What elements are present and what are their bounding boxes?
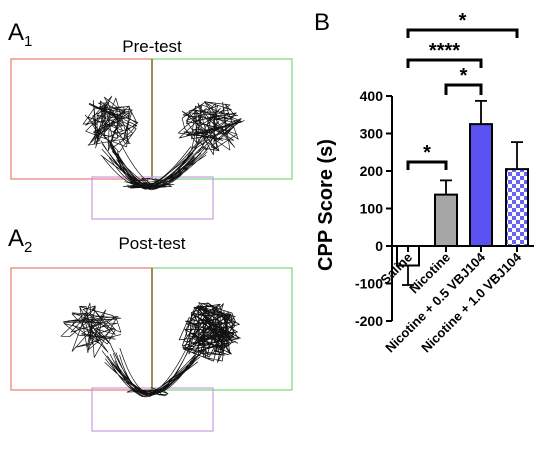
track-path bbox=[60, 302, 122, 358]
significance-label: **** bbox=[429, 40, 460, 62]
y-tick-label: 0 bbox=[375, 238, 383, 254]
significance-label: * bbox=[459, 10, 467, 32]
y-axis-title: CPP Score (s) bbox=[315, 139, 337, 271]
track-path bbox=[123, 177, 175, 189]
y-tick-label: 400 bbox=[360, 88, 384, 104]
track-path bbox=[126, 387, 169, 397]
track-path bbox=[82, 95, 139, 153]
panel-b: B CPP Score (s) -200-1000100200300400Sal… bbox=[314, 9, 534, 355]
y-tick-label: 200 bbox=[360, 163, 384, 179]
bar bbox=[505, 168, 529, 247]
a1-movement-track bbox=[82, 95, 245, 191]
panel-a1: A1 Pre-test bbox=[8, 19, 293, 220]
y-tick-label: 300 bbox=[360, 126, 384, 142]
a1-center-chamber bbox=[91, 176, 214, 220]
significance-bracket bbox=[406, 28, 519, 38]
panel-a1-letter: A1 bbox=[8, 19, 32, 50]
significance-bracket bbox=[444, 83, 483, 95]
a2-movement-track bbox=[60, 302, 241, 398]
significance-label: * bbox=[423, 142, 431, 164]
bar bbox=[469, 123, 493, 247]
bar bbox=[434, 193, 458, 247]
panel-a2-title: Post-test bbox=[118, 234, 185, 253]
bar-chart: -200-1000100200300400SalineNicotineNicot… bbox=[355, 10, 534, 355]
panel-a2: A2 Post-test bbox=[8, 225, 293, 432]
significance-bracket bbox=[406, 160, 448, 170]
panel-a2-letter: A2 bbox=[8, 225, 32, 256]
y-tick-label: -100 bbox=[355, 276, 383, 292]
significance-label: * bbox=[460, 65, 468, 87]
y-tick-label: 100 bbox=[360, 201, 384, 217]
panel-b-letter: B bbox=[314, 9, 330, 36]
panel-a1-title: Pre-test bbox=[122, 37, 182, 56]
track-path bbox=[101, 344, 204, 398]
track-path bbox=[178, 302, 241, 363]
y-tick-label: -200 bbox=[355, 313, 383, 329]
track-path bbox=[177, 101, 245, 156]
significance-bracket bbox=[406, 58, 483, 68]
